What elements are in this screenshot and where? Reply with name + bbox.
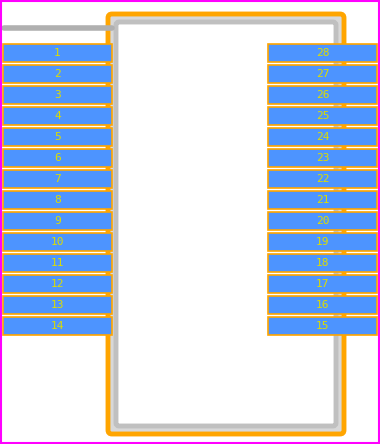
Bar: [268, 86, 377, 104]
Text: 7: 7: [54, 174, 61, 184]
Bar: [268, 233, 377, 251]
Text: 16: 16: [316, 300, 329, 310]
Text: 8: 8: [54, 195, 61, 205]
Bar: [3, 254, 112, 272]
Bar: [3, 233, 112, 251]
Text: 23: 23: [316, 153, 329, 163]
Text: 27: 27: [316, 69, 329, 79]
FancyBboxPatch shape: [108, 14, 344, 434]
Text: 28: 28: [316, 48, 329, 58]
Text: 19: 19: [316, 237, 329, 247]
Bar: [268, 149, 377, 167]
Bar: [268, 254, 377, 272]
FancyBboxPatch shape: [116, 22, 336, 426]
Text: 4: 4: [54, 111, 61, 121]
Bar: [3, 170, 112, 188]
Text: 1: 1: [54, 48, 61, 58]
Text: 20: 20: [316, 216, 329, 226]
Bar: [268, 212, 377, 230]
Text: 14: 14: [51, 321, 64, 331]
Bar: [268, 44, 377, 62]
Bar: [3, 296, 112, 314]
Bar: [3, 65, 112, 83]
Bar: [3, 317, 112, 335]
Bar: [3, 191, 112, 209]
Bar: [3, 107, 112, 125]
Bar: [268, 128, 377, 146]
Bar: [268, 296, 377, 314]
Bar: [268, 275, 377, 293]
Bar: [268, 107, 377, 125]
Text: 26: 26: [316, 90, 329, 100]
Text: 25: 25: [316, 111, 329, 121]
Text: 5: 5: [54, 132, 61, 142]
Bar: [3, 275, 112, 293]
Bar: [268, 65, 377, 83]
Bar: [3, 149, 112, 167]
Text: 21: 21: [316, 195, 329, 205]
Bar: [3, 212, 112, 230]
Text: 17: 17: [316, 279, 329, 289]
Text: 12: 12: [51, 279, 64, 289]
Text: 6: 6: [54, 153, 61, 163]
Bar: [268, 191, 377, 209]
Text: 11: 11: [51, 258, 64, 268]
Bar: [3, 86, 112, 104]
Text: 9: 9: [54, 216, 61, 226]
Text: 24: 24: [316, 132, 329, 142]
Text: 2: 2: [54, 69, 61, 79]
Text: 10: 10: [51, 237, 64, 247]
Bar: [3, 128, 112, 146]
Bar: [268, 317, 377, 335]
Text: 15: 15: [316, 321, 329, 331]
Text: 22: 22: [316, 174, 329, 184]
Bar: [3, 44, 112, 62]
Text: 13: 13: [51, 300, 64, 310]
Text: 18: 18: [316, 258, 329, 268]
Bar: [268, 170, 377, 188]
Text: 3: 3: [54, 90, 61, 100]
